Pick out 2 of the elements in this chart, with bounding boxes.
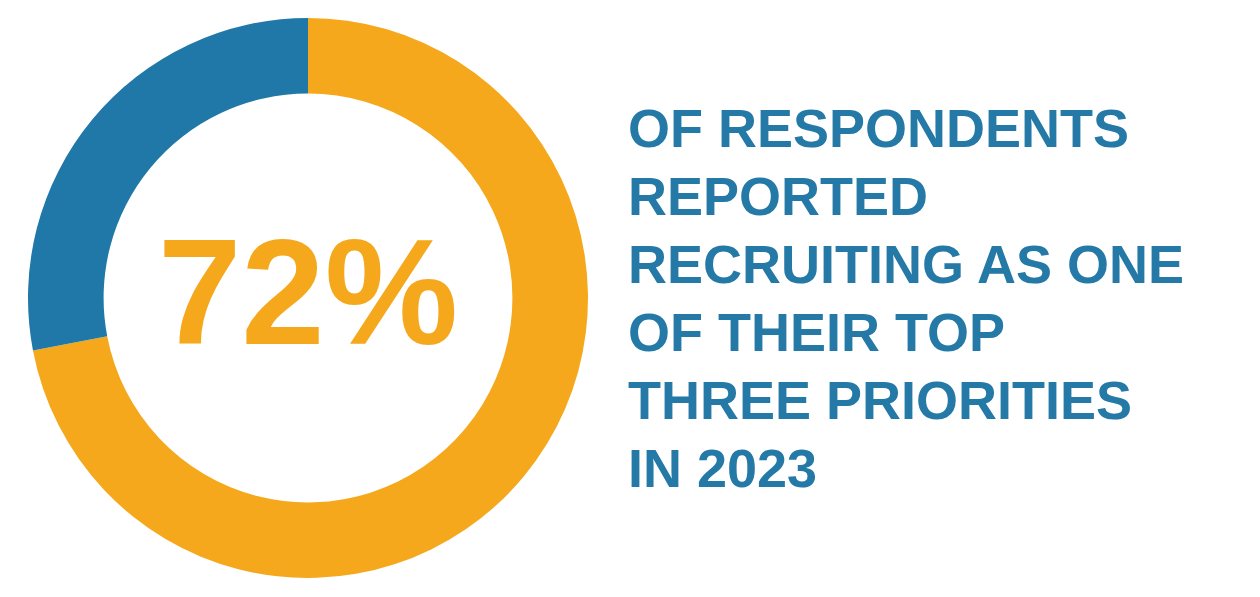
data-label: 72%: [157, 208, 459, 377]
text: OF RESPONDENTS REPORTED RECRUITING AS ONE OF THEIR TOP THREE PRIORITIES IN 2023: [628, 97, 1186, 500]
